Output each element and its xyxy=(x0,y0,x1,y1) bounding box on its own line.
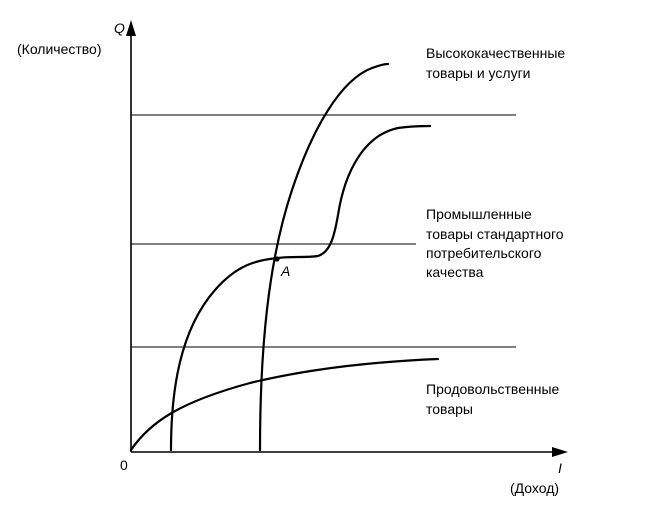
y-axis-symbol: Q xyxy=(114,20,125,36)
y-axis-name: (Количество) xyxy=(17,41,102,57)
food-goods-label-line-2: товары xyxy=(426,401,473,417)
standard-goods-curve xyxy=(169,124,432,452)
high-quality-label-line-2: товары и услуги xyxy=(426,65,531,81)
standard-goods-label-line-4: качества xyxy=(426,264,484,280)
high-quality-goods-curve xyxy=(258,62,390,452)
food-goods-label-line-1: Продовольственные xyxy=(426,381,560,397)
origin-label: 0 xyxy=(120,457,128,473)
high-quality-label-line-1: Высококачественные xyxy=(426,45,565,61)
standard-goods-label-line-3: потребительского xyxy=(426,245,542,261)
point-a-marker xyxy=(274,256,280,262)
x-axis-name: (Доход) xyxy=(510,480,559,496)
standard-goods-label-line-1: Промышленные xyxy=(426,206,532,222)
y-axis-arrow xyxy=(126,20,136,36)
x-axis-arrow xyxy=(552,447,568,457)
point-a-label: A xyxy=(280,263,290,279)
x-axis-symbol: I xyxy=(558,460,562,476)
food-goods-curve xyxy=(129,357,440,452)
standard-goods-label-line-2: товары стандартного xyxy=(426,226,564,242)
